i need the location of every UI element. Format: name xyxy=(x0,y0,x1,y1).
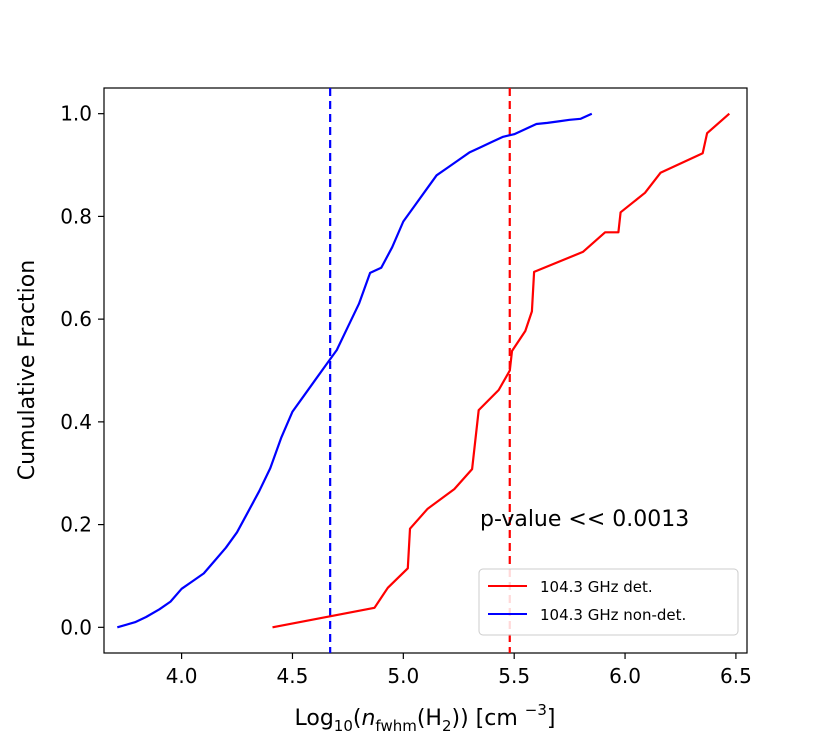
x-tick-label: 4.0 xyxy=(166,664,198,688)
y-tick-label: 0.6 xyxy=(60,307,92,331)
x-label-end: ] xyxy=(547,706,556,731)
x-label-var: n xyxy=(361,706,375,731)
reference-lines xyxy=(329,88,511,653)
x-label-unit-sup: −3 xyxy=(525,701,547,719)
x-label-prefix: Log xyxy=(294,706,333,731)
y-tick-label: 0.0 xyxy=(60,615,92,639)
y-tick-label: 0.4 xyxy=(60,410,92,434)
legend-box xyxy=(478,568,739,636)
x-label-arg-sub: 2 xyxy=(442,717,452,734)
x-tick-label: 5.5 xyxy=(498,664,530,688)
x-tick-label: 4.5 xyxy=(277,664,309,688)
x-label-close: )) [cm xyxy=(452,706,525,731)
x-axis-label: Log10(nfwhm(H2)) [cm −3] xyxy=(294,701,555,734)
x-label-arg: (H xyxy=(417,706,442,731)
x-label-prefix-sub: 10 xyxy=(334,717,353,734)
p-value-annotation: p-value << 0.0013 xyxy=(480,507,689,532)
series-line-det xyxy=(272,112,731,629)
legend: 104.3 GHz det. 104.3 GHz non-det. xyxy=(478,568,739,636)
x-label-open: ( xyxy=(353,706,362,731)
y-axis-label: Cumulative Fraction xyxy=(15,260,40,480)
plot-area xyxy=(103,87,748,654)
x-tick-label: 5.0 xyxy=(387,664,419,688)
x-tick-label: 6.0 xyxy=(609,664,641,688)
x-axis-ticks: 4.0 4.5 5.0 5.5 6.0 6.5 xyxy=(166,653,752,688)
x-tick-label: 6.5 xyxy=(720,664,752,688)
y-axis-ticks: 0.0 0.2 0.4 0.6 0.8 1.0 xyxy=(60,102,104,639)
y-tick-label: 0.2 xyxy=(60,513,92,537)
y-tick-label: 1.0 xyxy=(60,102,92,126)
x-label-var-sub: fwhm xyxy=(375,717,416,734)
series-line-non-det xyxy=(116,112,593,629)
legend-label-det: 104.3 GHz det. xyxy=(540,578,653,596)
series-lines xyxy=(116,112,731,629)
legend-label-non-det: 104.3 GHz non-det. xyxy=(540,606,686,624)
y-tick-label: 0.8 xyxy=(60,204,92,228)
